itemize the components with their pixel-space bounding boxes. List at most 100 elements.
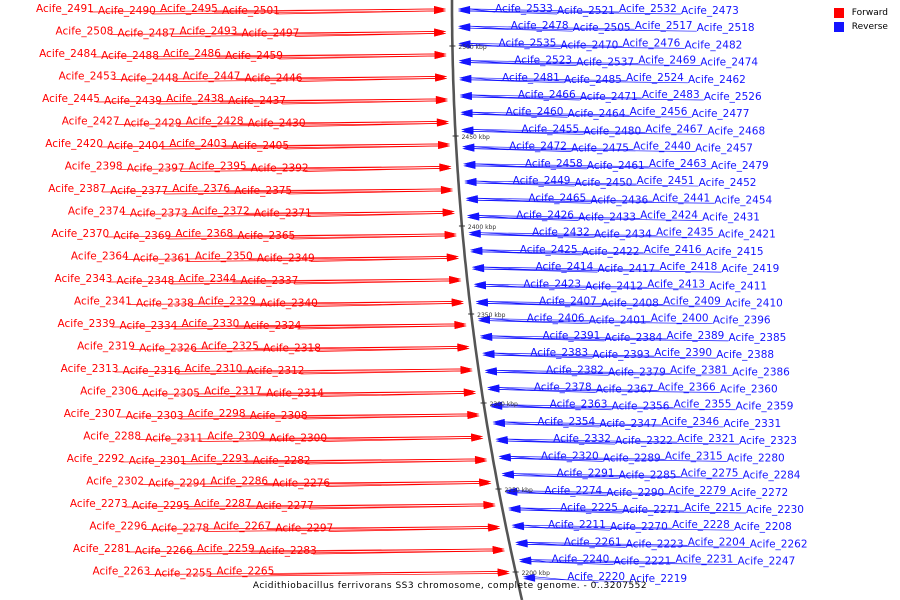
- forward-gene-marker: [435, 98, 448, 104]
- forward-gene-label: Acife_2288: [83, 431, 141, 443]
- reverse-leader-line: [483, 266, 660, 271]
- reverse-gene-label: Acife_2285: [619, 470, 677, 482]
- forward-gene-label: Acife_2445: [42, 93, 100, 105]
- forward-gene-marker: [488, 525, 501, 532]
- forward-gene-label: Acife_2488: [101, 50, 159, 62]
- reverse-gene-label: Acife_2208: [734, 521, 792, 533]
- forward-gene-marker: [454, 323, 467, 329]
- reverse-gene-label: Acife_2470: [561, 39, 619, 51]
- reverse-leader-line: [470, 43, 623, 47]
- forward-leader-line: [279, 55, 435, 60]
- forward-leader-line: [217, 53, 435, 58]
- forward-leader-line: [179, 415, 468, 420]
- reverse-gene-label: Acife_2518: [697, 22, 755, 34]
- reverse-gene-label: Acife_2219: [629, 573, 687, 585]
- reverse-leader-line: [507, 440, 740, 445]
- reverse-gene-label: Acife_2483: [642, 89, 700, 101]
- reverse-gene-label: Acife_2485: [564, 74, 622, 86]
- reverse-gene-label: Acife_2275: [681, 468, 739, 480]
- reverse-gene-label: Acife_2407: [539, 296, 597, 308]
- reverse-leader-line: [523, 524, 672, 529]
- reverse-gene-label: Acife_2221: [613, 556, 671, 568]
- reverse-leader-line: [489, 318, 651, 323]
- forward-leader-line: [264, 481, 480, 485]
- reverse-gene-label: Acife_2240: [551, 554, 609, 566]
- forward-leader-line: [261, 436, 472, 440]
- legend-reverse: Reverse: [833, 22, 888, 32]
- forward-leader-line: [220, 98, 436, 103]
- reverse-gene-label: Acife_2464: [568, 108, 626, 120]
- reverse-leader-line: [501, 404, 674, 409]
- forward-gene-label: Acife_2398: [65, 161, 123, 173]
- forward-gene-marker: [444, 233, 457, 239]
- forward-gene-label: Acife_2439: [104, 95, 162, 107]
- reverse-gene-marker: [461, 128, 474, 135]
- reverse-gene-label: Acife_2389: [667, 330, 725, 342]
- forward-gene-label: Acife_2287: [194, 498, 252, 510]
- forward-leader-line: [173, 325, 455, 330]
- backbone-ticks: 2500 kbp 2450 kbp 2400 kbp 2350 kbp 2300 kbp…: [449, 44, 550, 577]
- reverse-leader-line: [470, 60, 639, 64]
- reverse-gene-label: Acife_2478: [511, 20, 569, 32]
- forward-gene-label: Acife_2297: [275, 523, 333, 535]
- reverse-gene-label: Acife_2384: [605, 332, 663, 344]
- reverse-gene-label: Acife_2450: [575, 177, 633, 189]
- forward-leader-line: [312, 550, 494, 555]
- reverse-gene-marker: [501, 472, 514, 479]
- reverse-gene-marker: [460, 111, 473, 118]
- reverse-swatch: [833, 22, 844, 32]
- forward-gene-label: Acife_2344: [178, 273, 236, 285]
- forward-leader-line: [298, 78, 436, 82]
- tick-label: 2450 kbp: [462, 134, 490, 141]
- reverse-leader-line: [480, 234, 718, 239]
- reverse-gene-label: Acife_2473: [681, 5, 739, 17]
- reverse-gene-marker: [508, 506, 521, 513]
- reverse-leader-line: [474, 148, 696, 152]
- forward-leader-line: [310, 258, 448, 262]
- reverse-leader-line: [534, 576, 568, 581]
- reverse-leader-line: [530, 559, 676, 563]
- reverse-gene-label: Acife_2454: [714, 194, 772, 206]
- reverse-gene-label: Acife_2533: [495, 3, 553, 15]
- reverse-gene-label: Acife_2204: [688, 536, 746, 548]
- reverse-leader-line: [476, 180, 637, 185]
- forward-leader-line: [202, 483, 480, 487]
- forward-leader-line: [208, 573, 498, 577]
- reverse-gene-label: Acife_2413: [647, 278, 705, 290]
- reverse-leader-line: [527, 542, 688, 546]
- forward-leader-line: [267, 526, 488, 530]
- reverse-gene-label: Acife_2290: [606, 487, 664, 499]
- forward-leader-line: [183, 213, 443, 217]
- reverse-gene-label: Acife_2272: [730, 487, 788, 499]
- forward-gene-label: Acife_2313: [61, 363, 119, 375]
- reverse-gene-label: Acife_2433: [578, 211, 636, 223]
- forward-gene-marker: [434, 53, 447, 59]
- forward-gene-label: Acife_2493: [180, 26, 238, 38]
- forward-gene-marker: [441, 188, 454, 194]
- reverse-gene-label: Acife_2463: [649, 158, 707, 170]
- reverse-gene-label: Acife_2271: [622, 504, 680, 516]
- reverse-gene-marker: [464, 180, 477, 187]
- reverse-gene-label: Acife_2461: [587, 160, 645, 172]
- reverse-gene-marker: [480, 334, 493, 341]
- forward-gene-label: Acife_2338: [136, 298, 194, 310]
- forward-gene-label: Acife_2265: [216, 566, 274, 578]
- reverse-leader-line: [499, 387, 658, 391]
- forward-gene-label: Acife_2437: [228, 95, 286, 107]
- forward-gene-label: Acife_2329: [198, 296, 256, 308]
- tick-label: 2300 kbp: [490, 401, 518, 408]
- reverse-gene-marker: [473, 283, 486, 290]
- reverse-leader-line: [475, 163, 649, 168]
- forward-gene-label: Acife_2318: [263, 343, 321, 355]
- reverse-leader-line: [520, 509, 747, 514]
- reverse-gene-label: Acife_2323: [739, 435, 797, 447]
- forward-leader-line: [158, 100, 436, 105]
- reverse-leader-line: [480, 232, 656, 237]
- reverse-gene-label: Acife_2451: [637, 175, 695, 187]
- forward-gene-label: Acife_2325: [201, 341, 259, 353]
- forward-leader-line: [244, 458, 475, 463]
- forward-gene-marker: [434, 8, 447, 14]
- reverse-gene-label: Acife_2378: [534, 382, 592, 394]
- forward-leader-line: [226, 188, 441, 193]
